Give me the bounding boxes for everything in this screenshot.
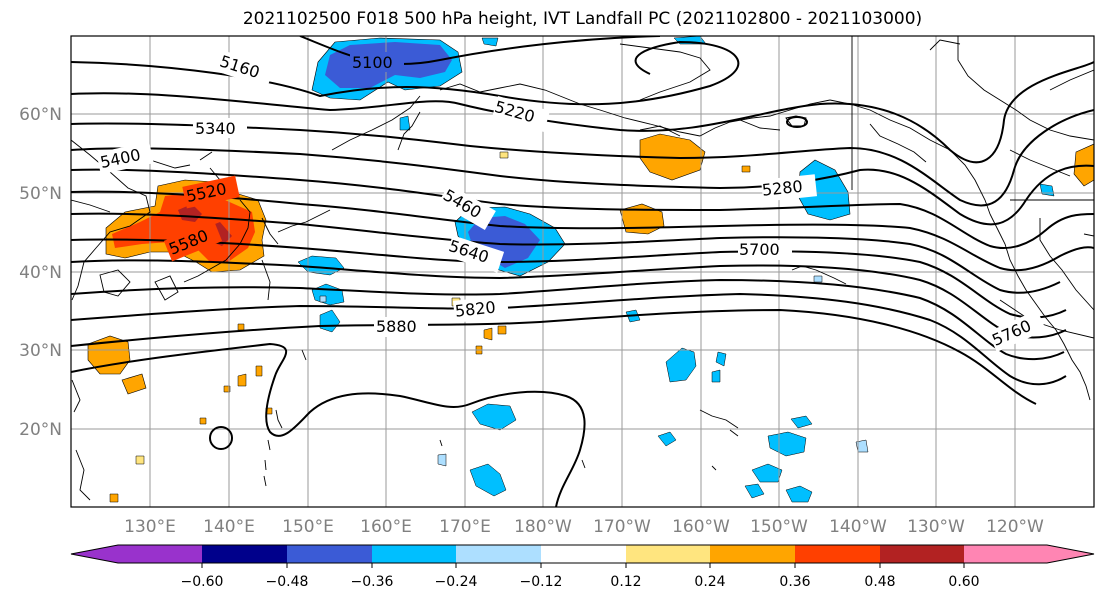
anomaly-patch [437, 453, 447, 467]
anomaly-patch [255, 365, 263, 377]
anomaly-patch [744, 483, 765, 499]
lat-label: 20°N [19, 420, 62, 440]
lon-label: 160°W [672, 517, 730, 537]
anomaly-patch [619, 203, 665, 235]
lat-label: 50°N [19, 184, 62, 204]
colorbar-segment [541, 545, 626, 563]
anomaly-patch [767, 431, 807, 457]
longitude-labels: 130°E 140°E 150°E 160°E 170°E 180°W 170°… [124, 517, 1044, 537]
contour-label: 5820 [454, 298, 496, 321]
anomaly-patch [499, 151, 509, 159]
colorbar-tick-label: 0.12 [610, 574, 641, 590]
lon-label: 140°W [829, 517, 887, 537]
anomaly-patch [237, 323, 245, 331]
anomaly-patch [741, 165, 751, 173]
colorbar: −0.60 −0.48 −0.36 −0.24 −0.12 0.12 0.24 … [70, 544, 1095, 590]
colorbar-segment [880, 545, 964, 563]
anomaly-patch [813, 275, 823, 283]
contour-label: 5100 [352, 53, 393, 72]
contour-label: 5340 [195, 119, 236, 138]
colorbar-ticks [201, 563, 965, 568]
lon-label: 180°W [514, 517, 572, 537]
anomaly-patch [751, 463, 783, 483]
colorbar-tick-label: 0.24 [694, 574, 725, 590]
colorbar-segment [795, 545, 880, 563]
lat-label: 40°N [19, 263, 62, 283]
map-frame [70, 35, 1095, 508]
lat-label: 30°N [19, 341, 62, 361]
anomaly-patch [319, 295, 327, 303]
anomaly-patch [469, 463, 507, 497]
lon-label: 150°E [282, 517, 334, 537]
coastlines [71, 36, 1094, 501]
anomaly-patch [785, 485, 813, 503]
colorbar-tick-label: −0.48 [266, 574, 309, 590]
anomaly-patch [135, 455, 145, 465]
anomaly-patch [1039, 183, 1055, 197]
colorbar-tick-label: −0.60 [181, 574, 224, 590]
colorbar-segment [372, 545, 456, 563]
anomaly-patch [715, 351, 727, 367]
colorbar-segment [964, 545, 1094, 563]
anomaly-patch [481, 37, 499, 47]
colorbar-tick-label: 0.48 [864, 574, 895, 590]
lon-label: 140°E [203, 517, 255, 537]
positive-anomaly-shading [87, 133, 1094, 503]
colorbar-segment [71, 545, 202, 563]
anomaly-patch [790, 415, 813, 429]
colorbar-tick-label: −0.12 [520, 574, 563, 590]
anomaly-patch [399, 115, 411, 131]
lon-label: 130°W [907, 517, 965, 537]
lon-label: 130°E [124, 517, 176, 537]
latitude-labels: 60°N 50°N 40°N 30°N 20°N [19, 105, 62, 440]
colorbar-tick-label: −0.36 [351, 574, 394, 590]
anomaly-patch [855, 439, 869, 453]
height-contours [71, 36, 1094, 507]
anomaly-patch [711, 369, 721, 383]
contour-label: 5700 [739, 240, 780, 259]
lon-label: 170°W [593, 517, 651, 537]
colorbar-segment [202, 545, 287, 563]
colorbar-tick-label: 0.60 [948, 574, 979, 590]
anomaly-patch [121, 373, 147, 395]
anomaly-patch [483, 327, 493, 341]
colorbar-segment [710, 545, 795, 563]
anomaly-patch [87, 335, 131, 375]
lon-label: 170°E [439, 517, 491, 537]
lat-label: 60°N [19, 105, 62, 125]
colorbar-segment [287, 545, 372, 563]
colorbar-segment [626, 545, 710, 563]
anomaly-patch [237, 373, 247, 387]
contour-label: 5880 [376, 317, 417, 336]
lon-label: 120°W [986, 517, 1044, 537]
anomaly-patch [665, 347, 697, 383]
anomaly-patch [657, 431, 677, 447]
anomaly-patch [199, 417, 207, 425]
colorbar-segment [456, 545, 541, 563]
anomaly-patch [109, 493, 119, 503]
contour-label: 5280 [761, 177, 803, 200]
map-plot-area: 5100 5160 5220 5340 5400 5520 5580 5460 … [71, 36, 1094, 507]
lon-label: 150°W [750, 517, 808, 537]
anomaly-patch [497, 325, 507, 335]
lon-label: 160°E [360, 517, 412, 537]
anomaly-patch [471, 403, 517, 431]
colorbar-tick-label: −0.24 [435, 574, 478, 590]
map-title: 2021102500 F018 500 hPa height, IVT Land… [242, 9, 923, 29]
colorbar-tick-label: 0.36 [779, 574, 810, 590]
colorbar-outline [70, 544, 1095, 564]
